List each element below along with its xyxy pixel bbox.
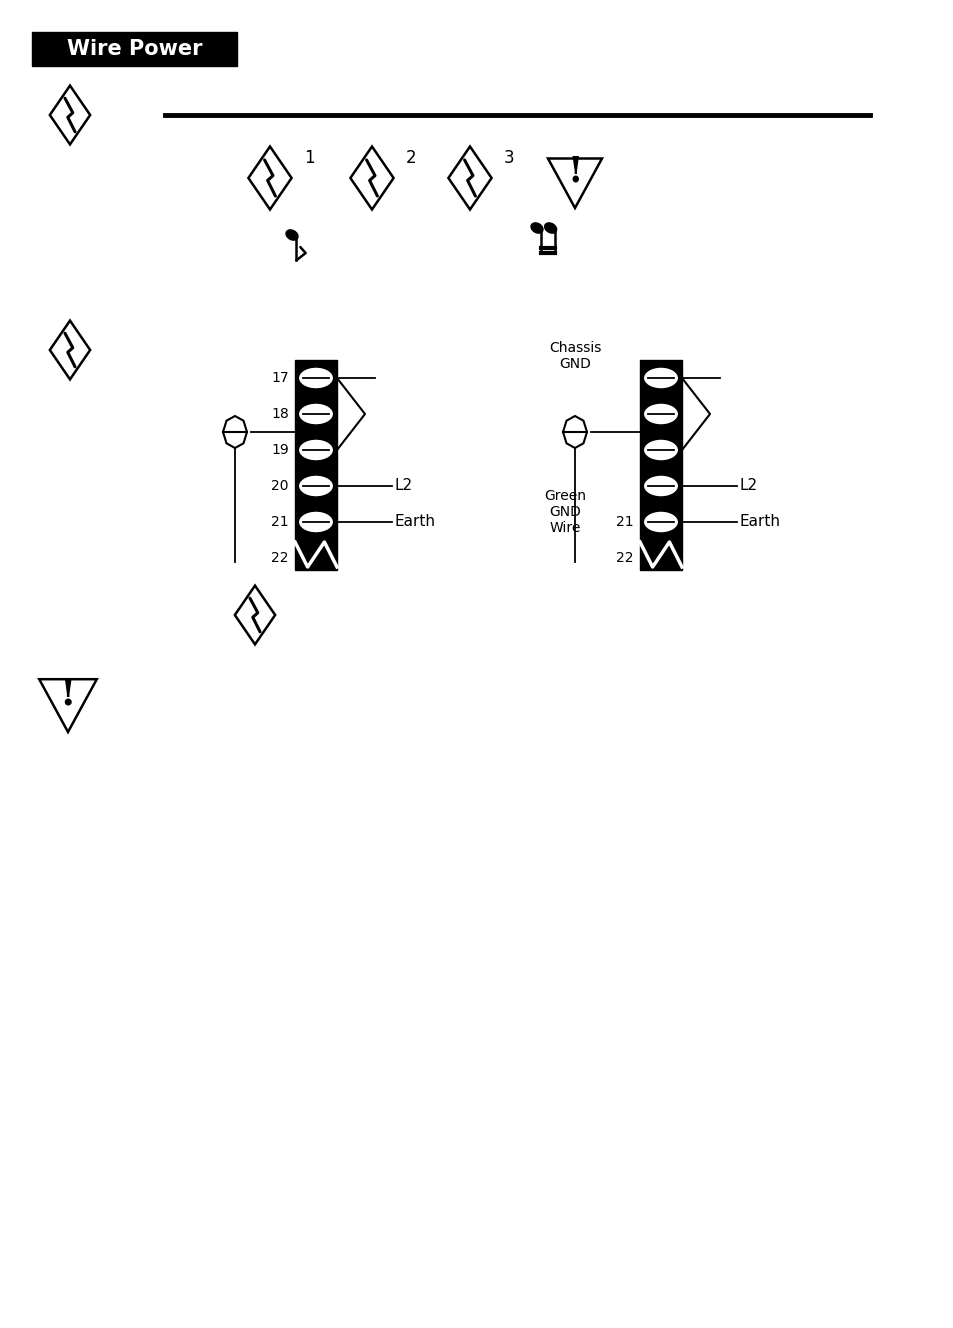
Ellipse shape — [286, 230, 297, 240]
Text: Wire Power: Wire Power — [67, 39, 202, 58]
Text: 1: 1 — [304, 149, 314, 167]
Text: Green: Green — [543, 489, 585, 503]
Text: Chassis: Chassis — [548, 341, 600, 355]
Text: GND: GND — [549, 505, 580, 519]
Text: 19: 19 — [271, 444, 289, 457]
Text: Earth: Earth — [740, 514, 781, 530]
Text: L2: L2 — [395, 478, 413, 494]
Ellipse shape — [531, 223, 542, 234]
Ellipse shape — [298, 367, 334, 389]
Text: 22: 22 — [272, 551, 289, 564]
Text: 3: 3 — [503, 149, 514, 167]
Text: !: ! — [567, 155, 582, 189]
Text: L2: L2 — [740, 478, 758, 494]
Text: GND: GND — [558, 357, 590, 371]
Text: !: ! — [60, 675, 76, 712]
Text: 2: 2 — [406, 149, 416, 167]
Ellipse shape — [544, 223, 556, 234]
Ellipse shape — [298, 402, 334, 425]
Ellipse shape — [298, 438, 334, 461]
FancyBboxPatch shape — [32, 32, 236, 66]
Text: 18: 18 — [271, 406, 289, 421]
Text: 21: 21 — [616, 515, 634, 529]
FancyBboxPatch shape — [294, 360, 336, 570]
Text: 17: 17 — [271, 371, 289, 385]
Ellipse shape — [642, 475, 679, 497]
Text: 22: 22 — [616, 551, 634, 564]
Ellipse shape — [642, 402, 679, 425]
Ellipse shape — [642, 511, 679, 533]
FancyBboxPatch shape — [639, 360, 681, 570]
Text: Wire: Wire — [549, 521, 580, 535]
Ellipse shape — [298, 511, 334, 533]
Ellipse shape — [642, 367, 679, 389]
Text: 21: 21 — [271, 515, 289, 529]
Ellipse shape — [642, 438, 679, 461]
Ellipse shape — [298, 475, 334, 497]
Text: 20: 20 — [272, 479, 289, 493]
Text: Earth: Earth — [395, 514, 436, 530]
